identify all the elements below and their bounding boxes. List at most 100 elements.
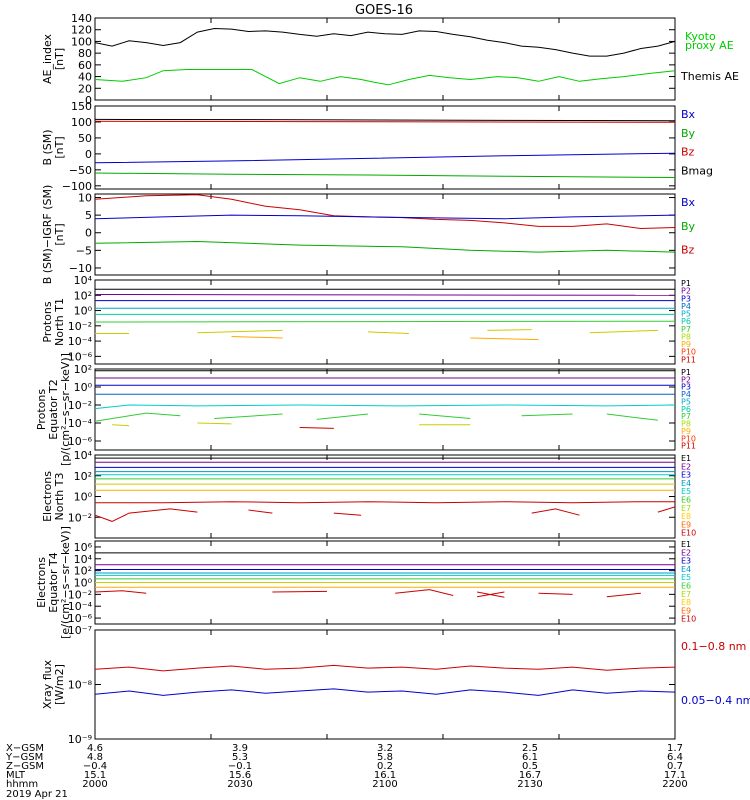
- y-tick-label: 10²: [74, 470, 92, 483]
- legend-entry: proxy AE: [685, 39, 734, 52]
- legend-entry: P3: [681, 294, 691, 303]
- y-tick-label: 10⁻⁴: [68, 417, 93, 430]
- legend-entry: E3: [681, 557, 691, 566]
- y-tick-label: 10⁻⁶: [68, 350, 93, 363]
- legend-entry: P8: [681, 332, 691, 341]
- series-e10: [248, 509, 273, 514]
- legend-entry: P8: [681, 420, 691, 429]
- legend-entry: Bmag: [681, 165, 713, 178]
- series-p2: [94, 294, 676, 296]
- series-bz: [94, 194, 676, 230]
- legend-entry: P9: [681, 427, 691, 436]
- series-e10: [657, 506, 676, 513]
- series-e9: [606, 592, 641, 598]
- chart-title: GOES-16: [355, 3, 413, 18]
- legend-entry: E8: [681, 598, 691, 607]
- series-0-05-0-4-nm: [94, 688, 676, 696]
- y-tick-label: 10²: [74, 363, 92, 376]
- series-p9: [231, 336, 283, 339]
- legend-entry: P11: [681, 355, 696, 364]
- panel-protons-north: 10⁻⁶ 10⁻⁴ 10⁻² 10⁰ 10² 10⁴ ProtonsNorth T1 P1P2…: [41, 274, 696, 365]
- legend-entry: P3: [681, 383, 691, 392]
- panel-electrons-equator: 10⁻⁶10⁻⁴10⁻²10⁰10²10⁴10⁶ElectronsEquator…: [35, 526, 696, 639]
- y-axis-label-line: Xray flux: [41, 659, 54, 709]
- x-tick-value: 0.7: [667, 761, 683, 772]
- x-tick-value: 6.1: [522, 752, 538, 763]
- y-axis-label-line: AE_index: [41, 33, 54, 84]
- x-axis-row-label: hhmm: [6, 779, 38, 790]
- x-tick-value: 2100: [372, 779, 397, 790]
- y-axis-label: ProtonsEquator T2[p/(cm²−s−sr−keV)]: [35, 353, 72, 466]
- y-tick-label: 140: [71, 12, 92, 25]
- y-axis-label-line: [nT]: [53, 223, 66, 245]
- legend-entry: P7: [681, 325, 691, 334]
- y-tick-label: 5: [85, 209, 92, 222]
- y-axis-label: B (SM)[nT]: [41, 129, 66, 165]
- legend-entry: E5: [681, 487, 691, 496]
- series-p8: [589, 329, 658, 334]
- legend-entry: E6: [681, 582, 691, 591]
- series-e10: [94, 508, 198, 522]
- y-tick-label: 10⁰: [74, 577, 93, 590]
- y-tick-label: 10⁻⁴: [68, 600, 93, 613]
- y-tick-label: 10⁻²: [68, 588, 92, 601]
- y-tick-label: −5: [76, 244, 92, 257]
- y-axis-label-line: [p/(cm²−s−sr−keV)]: [59, 353, 72, 466]
- series-p7: [112, 424, 130, 427]
- x-tick-value: 16.7: [519, 770, 541, 781]
- legend-entry: P10: [681, 434, 696, 443]
- legend-entry: P10: [681, 348, 696, 357]
- y-tick-label: 80: [78, 47, 92, 60]
- series-e10: [333, 512, 362, 516]
- legend-entry: Bx: [681, 108, 696, 121]
- panel-xray: 10⁻⁹ 10⁻⁸ 10⁻⁷ Xray flux[W/m2] 0.1−0.8 nm 0.0…: [41, 624, 750, 746]
- y-tick-label: 100: [71, 35, 92, 48]
- x-tick-value: 2200: [662, 779, 687, 790]
- legend-entry: By: [681, 127, 696, 140]
- y-tick-label: 50: [78, 132, 92, 145]
- legend-entry: By: [681, 220, 696, 233]
- series-p6: [316, 413, 368, 420]
- legend-entry: P5: [681, 310, 691, 319]
- legend-entry: E5: [681, 573, 691, 582]
- panel-frame: [94, 105, 676, 190]
- x-tick-value: 4.6: [87, 743, 103, 754]
- series-e10: [531, 508, 580, 516]
- legend-entry: E1: [681, 540, 691, 549]
- x-tick-value: 5.8: [377, 752, 393, 763]
- x-axis-row-label: Y−GSM: [5, 752, 43, 763]
- legend-entry: 0.05−0.4 nm: [681, 694, 750, 707]
- y-axis-label: AE_index[nT]: [41, 33, 66, 84]
- series-bz: [94, 120, 676, 123]
- y-tick-label: 60: [78, 59, 92, 72]
- panel-frame: [94, 368, 676, 451]
- legend-entry: P4: [681, 390, 691, 399]
- y-axis-label: ElectronsEquator T4[e/(cm²−s−sr−keV)]: [35, 526, 72, 639]
- y-tick-label: 10⁻²: [68, 399, 92, 412]
- x-tick-value: 3.9: [232, 743, 248, 754]
- series-p5: [94, 404, 676, 410]
- y-tick-label: 10⁻⁶: [68, 612, 93, 625]
- y-tick-label: 10⁰: [74, 491, 93, 504]
- x-tick-value: 6.4: [667, 752, 683, 763]
- y-tick-label: 10⁴: [74, 274, 93, 287]
- y-tick-label: 10⁴: [74, 553, 93, 566]
- series-p6: [606, 413, 658, 421]
- y-axis-label-line: B (SM)−IGRF (SM): [41, 185, 54, 285]
- y-axis-label-line: Electrons: [35, 557, 48, 608]
- y-axis-label: ElectronsNorth T3: [41, 471, 66, 522]
- series-e9: [395, 589, 454, 596]
- y-axis-label-line: Protons: [41, 301, 54, 342]
- panel-frame: [94, 193, 676, 276]
- y-axis-label-line: Equator T2: [47, 379, 60, 439]
- y-tick-label: 10⁻⁶: [68, 435, 93, 448]
- y-tick-label: 10⁰: [74, 381, 93, 394]
- legend-entry: P1: [681, 368, 691, 377]
- x-tick-value: 3.2: [377, 743, 393, 754]
- y-axis-label-line: B (SM): [41, 129, 54, 165]
- y-tick-label: 40: [78, 71, 92, 84]
- series-p7: [197, 422, 232, 425]
- legend-entry: P5: [681, 397, 691, 406]
- y-tick-label: 10⁶: [74, 541, 93, 554]
